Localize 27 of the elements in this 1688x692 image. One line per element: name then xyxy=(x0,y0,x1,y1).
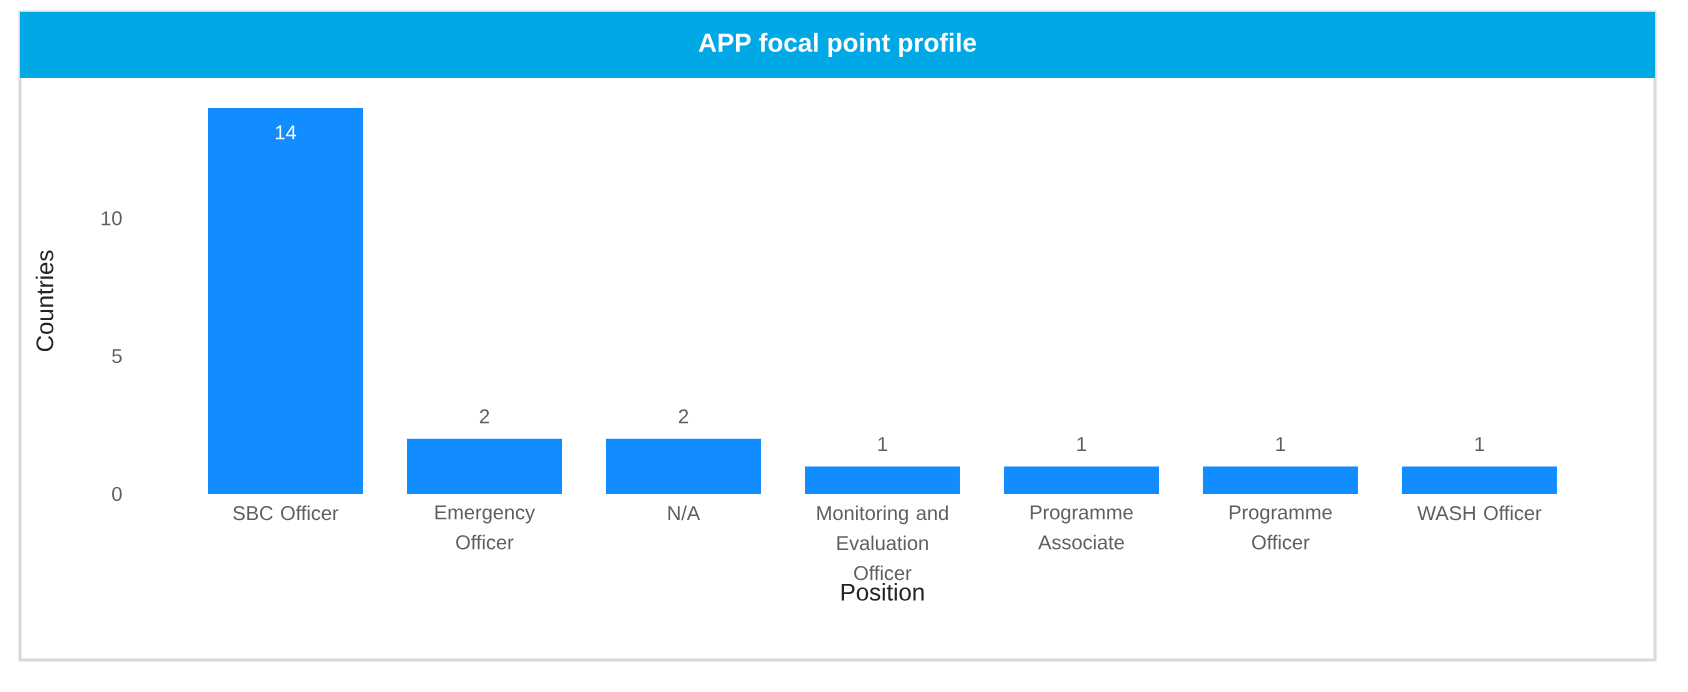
data-label: 1 xyxy=(1077,437,1087,451)
data-label: 2 xyxy=(479,409,490,424)
bar xyxy=(1401,466,1557,494)
x-tick-label: N/A xyxy=(668,505,701,521)
data-label: 2 xyxy=(678,409,689,424)
x-tick-label: Monitoring and Evaluation Officer xyxy=(817,505,948,581)
data-label: 1 xyxy=(1276,437,1286,451)
data-label: 14 xyxy=(275,125,297,140)
x-tick-label: Programme Associate xyxy=(1030,505,1133,550)
bar xyxy=(1202,466,1358,494)
bar xyxy=(804,466,960,494)
bar xyxy=(1003,466,1159,494)
x-tick-label: Emergency Officer xyxy=(435,505,536,550)
x-tick-label: SBC Officer xyxy=(233,505,339,521)
x-axis-title: Position xyxy=(841,583,924,601)
chart-title: APP focal point profile xyxy=(698,32,977,58)
data-label: 1 xyxy=(878,437,888,451)
y-tick-label: 0 xyxy=(112,486,122,502)
bar xyxy=(208,107,364,494)
y-tick-label: 10 xyxy=(101,211,122,226)
x-tick-label: WASH Officer xyxy=(1417,505,1542,521)
bar xyxy=(407,438,562,494)
y-axis-title: Countries xyxy=(35,250,54,352)
data-label: 1 xyxy=(1475,437,1485,451)
y-tick-label: 5 xyxy=(112,349,122,364)
x-tick-label: Programme Officer xyxy=(1229,505,1332,550)
bar xyxy=(605,438,761,494)
